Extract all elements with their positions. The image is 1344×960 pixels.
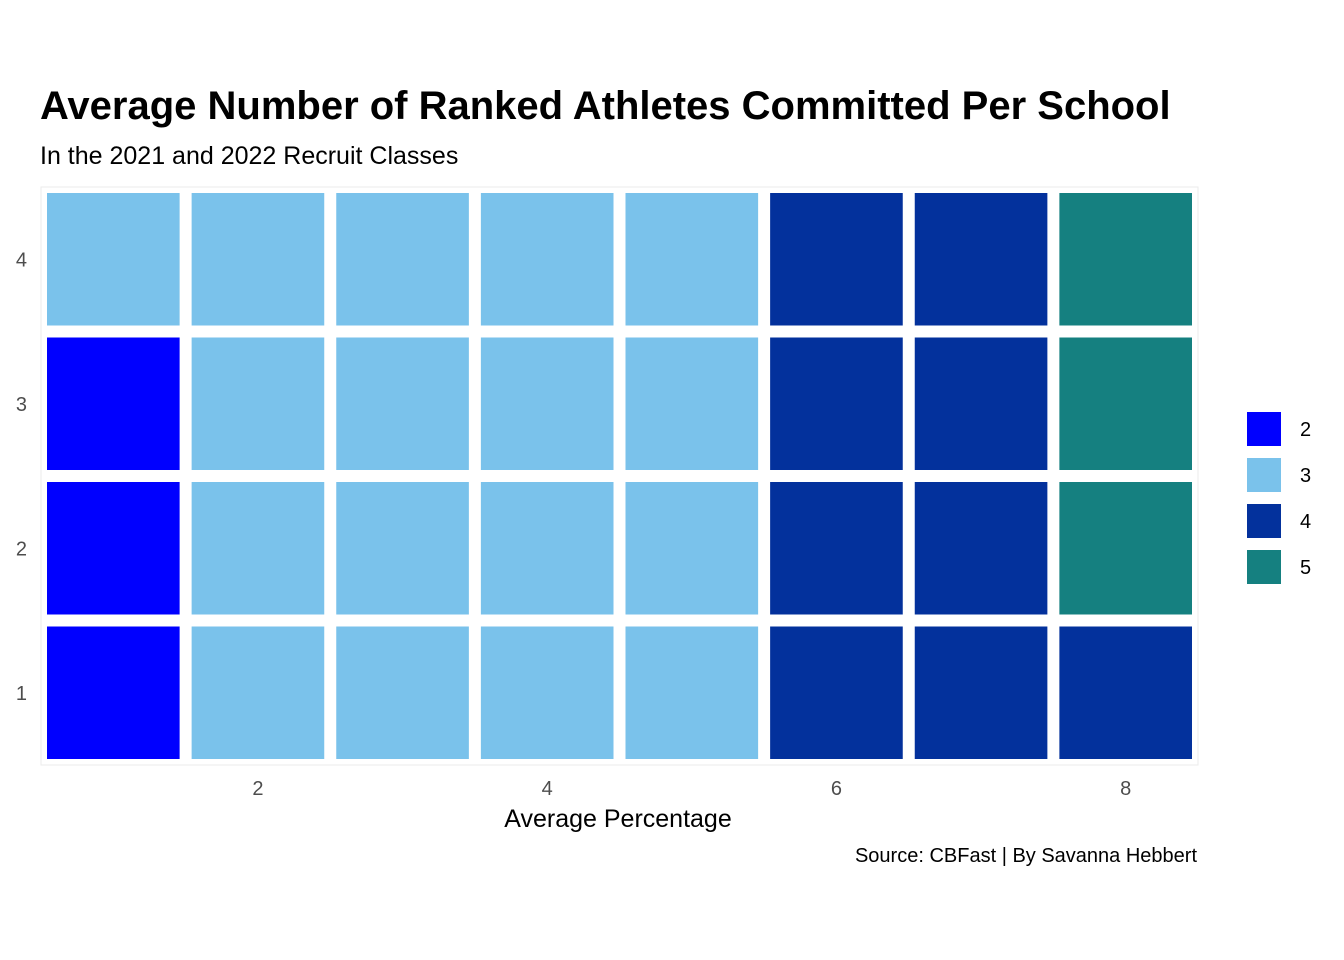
legend-label: 3 (1300, 465, 1311, 487)
waffle-cells (47, 193, 1192, 759)
waffle-cell (770, 626, 903, 759)
x-tick-label: 4 (542, 778, 553, 800)
legend: 2 3 4 5 (1247, 412, 1311, 584)
legend-label: 5 (1300, 557, 1311, 579)
y-axis-ticks: 1 2 3 4 (16, 249, 27, 705)
waffle-cell (770, 482, 903, 615)
waffle-cell (336, 626, 469, 759)
waffle-cell (914, 482, 1048, 615)
waffle-cell (480, 193, 614, 326)
legend-label: 4 (1300, 511, 1311, 533)
panel-border (40, 186, 1199, 766)
waffle-cell (914, 193, 1048, 326)
waffle-cell (625, 337, 759, 470)
waffle-cell (770, 193, 903, 326)
gridlines (40, 186, 1199, 766)
waffle-cell (191, 482, 325, 615)
waffle-cell (47, 482, 180, 615)
waffle-cell (770, 337, 903, 470)
y-tick-label: 3 (16, 394, 27, 416)
legend-label: 2 (1300, 419, 1311, 441)
waffle-cell (914, 626, 1048, 759)
chart-title: Average Number of Ranked Athletes Commit… (40, 84, 1171, 128)
legend-swatch (1247, 412, 1281, 446)
waffle-cell (480, 482, 614, 615)
waffle-cell (191, 337, 325, 470)
waffle-cell (625, 193, 759, 326)
y-tick-label: 4 (16, 249, 27, 271)
waffle-cell (625, 482, 759, 615)
x-axis-title: Average Percentage (504, 805, 731, 833)
waffle-cell (191, 193, 325, 326)
x-tick-label: 6 (831, 778, 842, 800)
waffle-cell (1059, 337, 1192, 470)
waffle-cell (480, 337, 614, 470)
y-tick-label: 2 (16, 538, 27, 560)
chart-caption: Source: CBFast | By Savanna Hebbert (854, 845, 1197, 867)
x-axis-ticks: 2 4 6 8 (252, 778, 1131, 800)
legend-swatch (1247, 504, 1281, 538)
waffle-cell (1059, 626, 1192, 759)
waffle-cell (336, 193, 469, 326)
waffle-cell (191, 626, 325, 759)
legend-swatch (1247, 458, 1281, 492)
y-tick-label: 1 (16, 683, 27, 705)
waffle-cell (336, 337, 469, 470)
waffle-cell (914, 337, 1048, 470)
waffle-cell (480, 626, 614, 759)
waffle-cell (47, 337, 180, 470)
x-tick-label: 2 (252, 778, 263, 800)
waffle-cell (47, 193, 180, 326)
chart-subtitle: In the 2021 and 2022 Recruit Classes (40, 142, 459, 170)
waffle-cell (336, 482, 469, 615)
waffle-cell (1059, 482, 1192, 615)
waffle-cell (625, 626, 759, 759)
waffle-cell (1059, 193, 1192, 326)
legend-swatch (1247, 550, 1281, 584)
waffle-cell (47, 626, 180, 759)
x-tick-label: 8 (1120, 778, 1131, 800)
